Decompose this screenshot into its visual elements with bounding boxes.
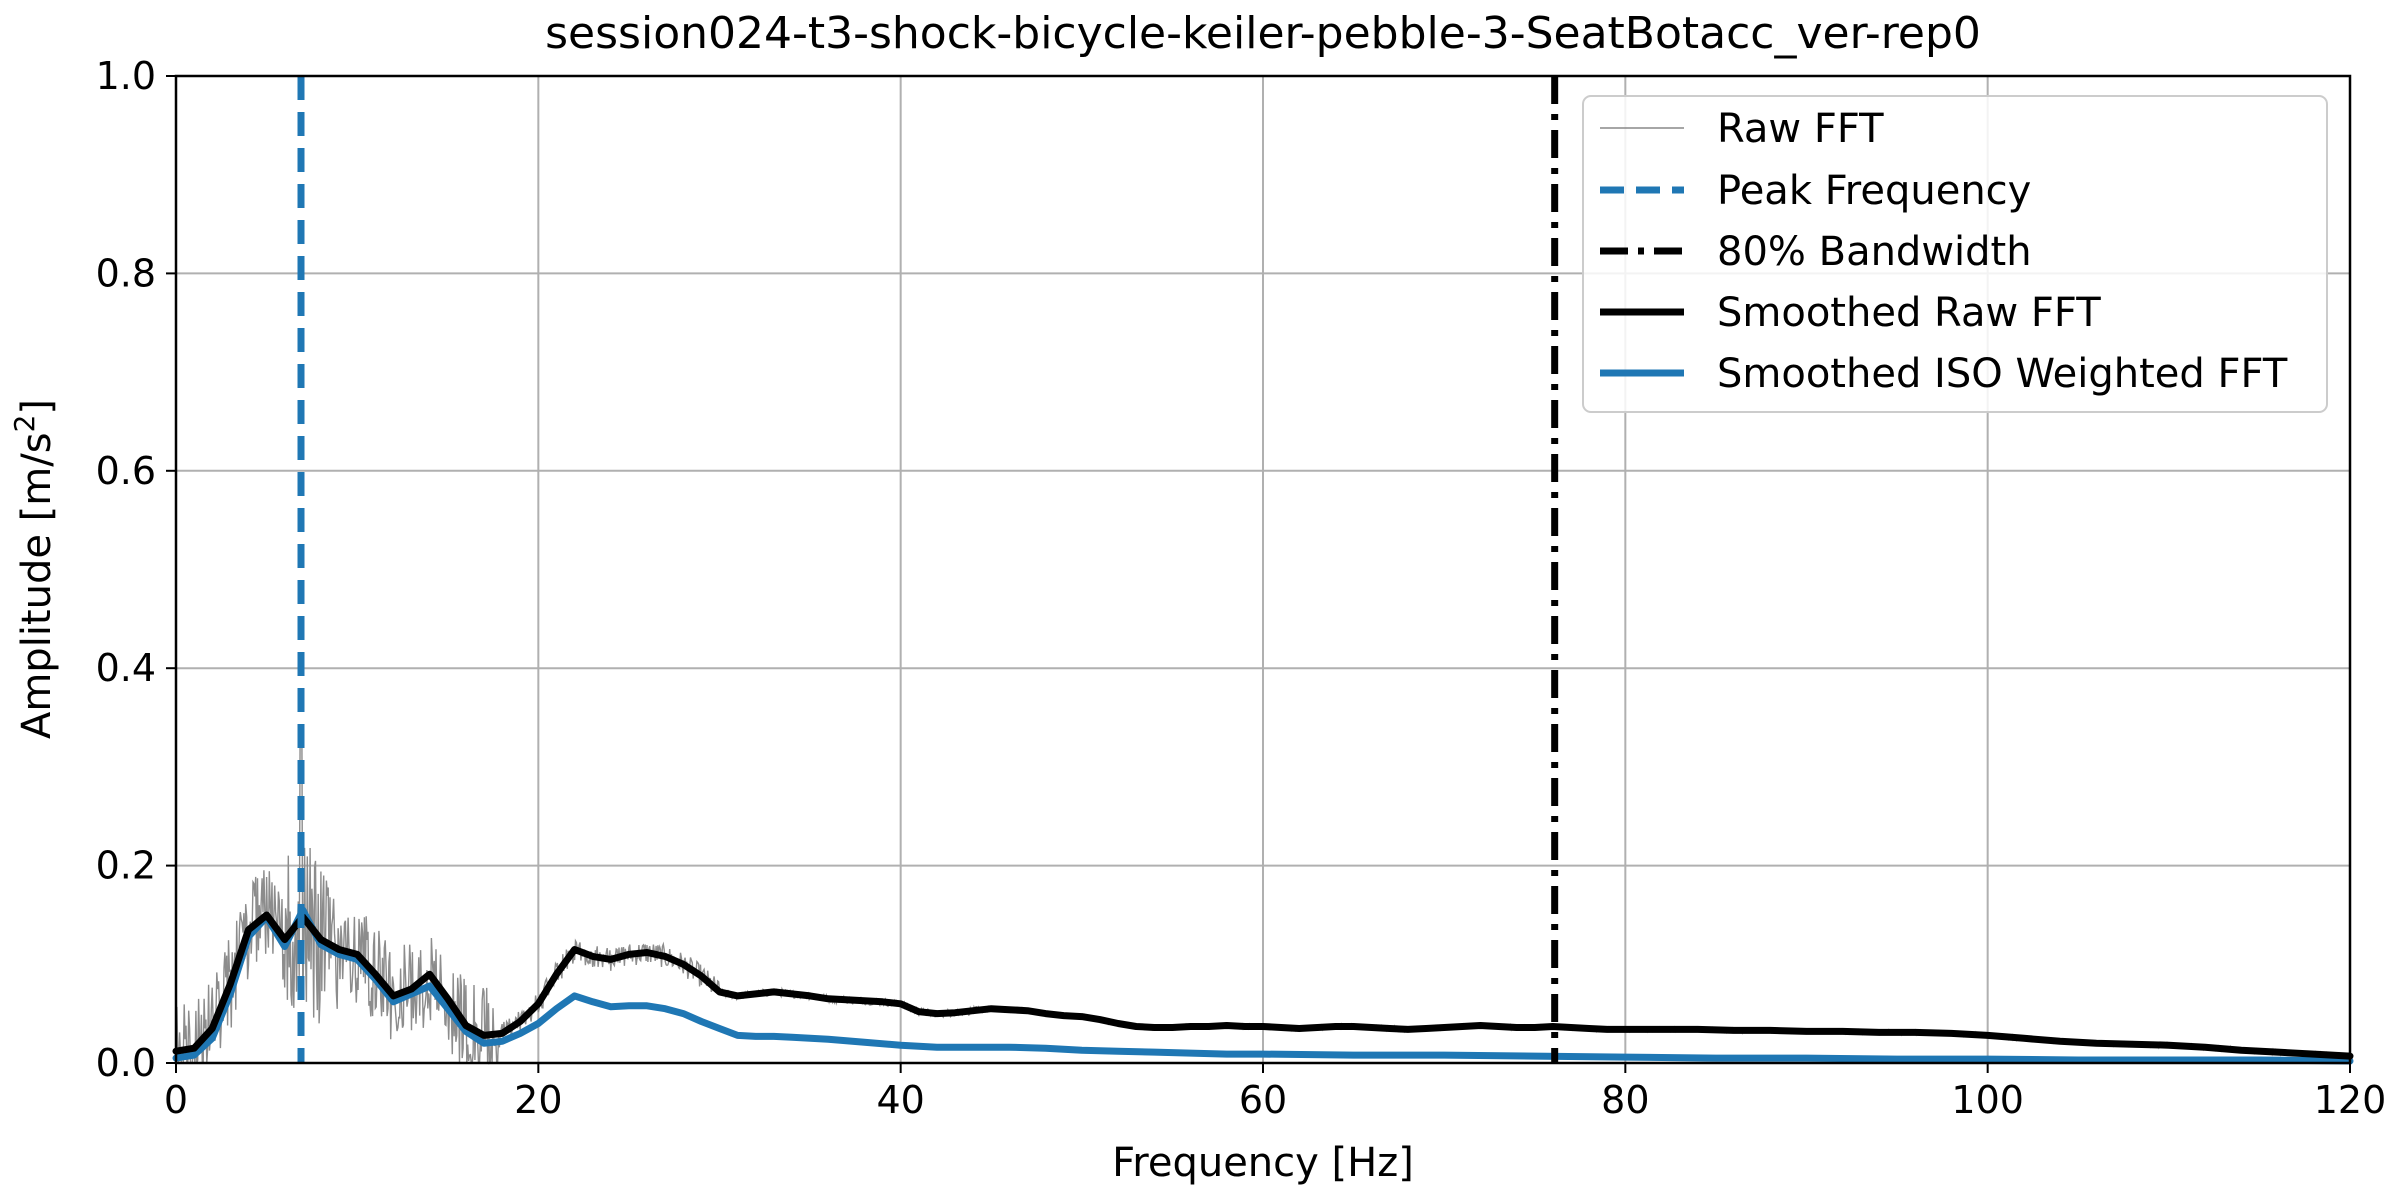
x-axis-label: Frequency [Hz] [1112,1140,1414,1186]
marker-lines [297,76,1559,1063]
legend-label-raw-fft: Raw FFT [1717,106,1884,152]
y-tick-label: 0.6 [96,449,156,493]
legend-label-bandwidth: 80% Bandwidth [1717,229,2032,275]
y-tick-label: 0.0 [96,1041,156,1085]
legend-label-smoothed-raw: Smoothed Raw FFT [1717,290,2101,336]
x-tick-label: 20 [514,1078,562,1122]
x-tick-label: 40 [876,1078,924,1122]
y-tick-label: 1.0 [96,54,156,98]
x-tick-label: 100 [1951,1078,2024,1122]
axis-ticks: 0 20 40 60 80 100 120 0.0 0.2 0.4 0.6 0.8 1.0 [96,54,2387,1122]
y-tick-label: 0.8 [96,251,156,295]
y-tick-label: 0.2 [96,844,156,888]
x-tick-label: 60 [1239,1078,1287,1122]
smoothed-raw-fft-line [172,911,2354,1060]
x-tick-label: 80 [1601,1078,1649,1122]
legend-box [1582,95,2328,413]
series-layer [172,906,2354,1065]
y-tick-label: 0.4 [96,646,156,690]
legend-label-peak-frequency: Peak Frequency [1717,168,2031,214]
legend: Raw FFT Peak Frequency 80% Bandwidth Smo… [1582,95,2328,413]
x-tick-label: 0 [164,1078,188,1122]
y-axis-label: Amplitude [m/s2] [8,399,61,739]
legend-label-smoothed-iso: Smoothed ISO Weighted FFT [1717,351,2288,397]
chart-title: session024-t3-shock-bicycle-keiler-pebbl… [545,8,1981,59]
x-tick-label: 120 [2314,1078,2387,1122]
